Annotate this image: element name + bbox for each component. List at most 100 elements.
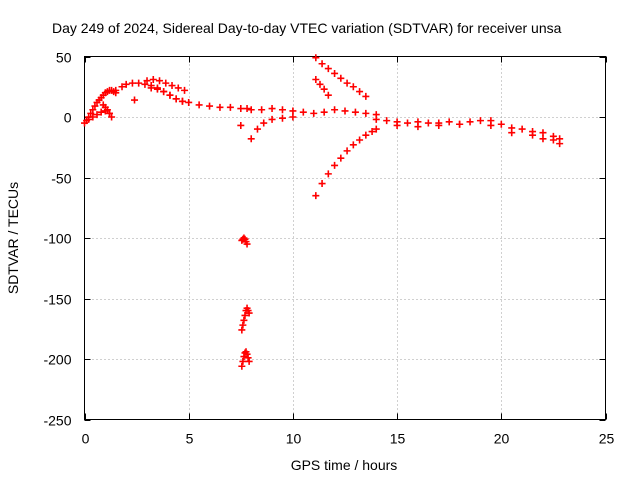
data-point: [174, 84, 182, 92]
data-point: [351, 108, 359, 116]
data-point: [185, 98, 193, 106]
data-point: [556, 140, 564, 148]
data-point: [168, 82, 176, 90]
data-point: [316, 80, 324, 88]
data-point: [497, 120, 505, 128]
data-point: [260, 119, 268, 127]
data-point: [91, 102, 99, 110]
data-point: [331, 69, 339, 77]
chart-title: Day 249 of 2024, Sidereal Day-to-day VTE…: [52, 20, 562, 36]
series-late-band-lower: [393, 120, 564, 148]
series-drop-7.7: [238, 304, 253, 334]
x-tick-label: 0: [82, 431, 90, 447]
data-point: [253, 125, 261, 133]
data-point: [349, 83, 357, 91]
data-point: [343, 79, 351, 87]
data-point: [362, 92, 370, 100]
data-point: [324, 91, 332, 99]
data-point: [147, 84, 155, 92]
data-point: [247, 135, 255, 143]
data-point: [153, 85, 161, 93]
data-point: [172, 95, 180, 103]
series-desc-steep: [312, 54, 370, 100]
data-point: [312, 54, 320, 62]
data-point: [445, 118, 453, 126]
data-point: [278, 114, 286, 122]
data-point: [320, 108, 328, 116]
series-early-tail: [99, 101, 116, 121]
y-tick-label: -100: [43, 231, 71, 247]
data-point: [87, 109, 95, 117]
data-point: [240, 316, 248, 324]
data-point: [112, 86, 120, 94]
y-tick-label: -200: [43, 352, 71, 368]
data-point: [166, 91, 174, 99]
data-point: [268, 105, 276, 113]
data-point: [518, 125, 526, 133]
y-tick-label: -50: [51, 171, 71, 187]
data-point: [128, 79, 136, 87]
data-point: [243, 240, 251, 248]
data-point: [245, 357, 253, 365]
data-point: [404, 119, 412, 127]
data-point: [356, 136, 364, 144]
data-point: [529, 131, 537, 139]
data-point: [362, 131, 370, 139]
data-point: [156, 77, 164, 85]
series-drop-7.8: [238, 348, 253, 370]
data-point: [141, 80, 149, 88]
data-point: [318, 60, 326, 68]
data-point: [247, 106, 255, 114]
data-point: [238, 326, 246, 334]
data-point: [368, 128, 376, 136]
y-tick-label: -150: [43, 292, 71, 308]
data-point: [331, 161, 339, 169]
y-tick-label: -250: [43, 413, 71, 429]
data-point: [135, 79, 143, 87]
data-point: [108, 113, 116, 121]
data-point: [456, 120, 464, 128]
data-point: [258, 106, 266, 114]
data-point: [93, 111, 101, 119]
data-point: [195, 101, 203, 109]
data-point: [268, 115, 276, 123]
x-tick-label: 5: [186, 431, 194, 447]
data-point: [243, 350, 251, 358]
data-point: [341, 107, 349, 115]
data-point: [299, 108, 307, 116]
data-point: [539, 135, 547, 143]
data-point: [312, 192, 320, 200]
data-point: [337, 74, 345, 82]
data-point: [89, 106, 97, 114]
series-isolated-2.4: [131, 96, 139, 104]
data-point: [312, 75, 320, 83]
series-rise-neg: [312, 125, 380, 200]
data-point: [178, 97, 186, 105]
data-point: [106, 109, 114, 117]
data-point: [181, 86, 189, 94]
data-point: [393, 121, 401, 129]
data-point: [414, 123, 422, 131]
data-marks: [81, 54, 564, 370]
series-late-band: [372, 115, 564, 143]
data-point: [372, 115, 380, 123]
data-point: [331, 106, 339, 114]
data-point: [476, 117, 484, 125]
data-point: [289, 113, 297, 121]
data-point: [237, 105, 245, 113]
data-point: [149, 75, 157, 83]
data-point: [487, 121, 495, 129]
data-point: [356, 88, 364, 96]
data-point: [324, 65, 332, 73]
data-point: [103, 106, 111, 114]
data-point: [278, 106, 286, 114]
data-point: [343, 147, 351, 155]
series-dip-8: [247, 113, 297, 143]
y-tick-label: 50: [56, 50, 72, 66]
series-isolated-7.5: [237, 121, 245, 129]
y-tick-label: 0: [64, 110, 72, 126]
series-desc-short: [312, 75, 332, 99]
data-point: [131, 96, 139, 104]
data-point: [241, 311, 249, 319]
